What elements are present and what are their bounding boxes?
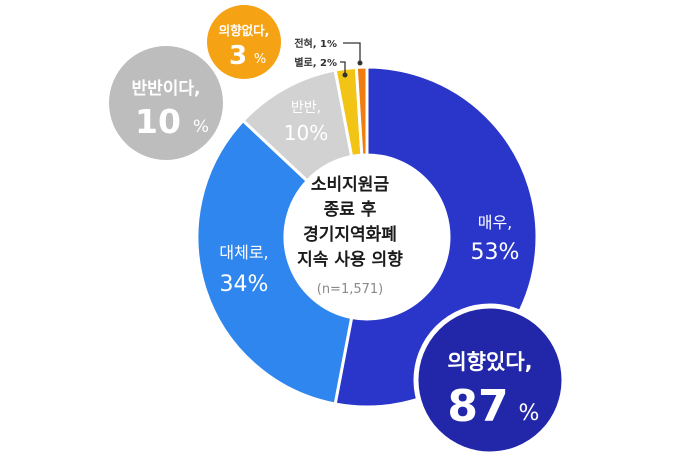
bubble-banban-ida-value: 10 bbox=[135, 102, 181, 141]
center-title-line-4: 지속 사용 의향 bbox=[297, 249, 403, 270]
bubble-uihyang-itda-unit: % bbox=[519, 401, 540, 426]
bubble-banban-ida-circle bbox=[109, 46, 223, 160]
slice-value-banban: 10% bbox=[284, 121, 328, 145]
slice-label-daecheoro: 대체로, bbox=[219, 243, 268, 262]
slice-label-banban: 반반, bbox=[291, 100, 321, 116]
sample-size-label: (n=1,571) bbox=[317, 282, 384, 297]
leader-line-jeonhyeo bbox=[343, 42, 361, 63]
bubble-uihyang-itda-value: 87 bbox=[447, 381, 508, 432]
center-title-line-2: 종료 후 bbox=[324, 199, 377, 220]
bubble-uihyang-itda-circle bbox=[413, 303, 567, 457]
slice-label-maeu: 매우, bbox=[478, 213, 513, 232]
bubble-uihyang-itda: 의향있다, 87 % bbox=[413, 303, 567, 457]
bubble-banban-ida-label: 반반이다, bbox=[131, 79, 200, 99]
bubble-banban-ida: 반반이다, 10 % bbox=[109, 46, 223, 160]
center-title-line-3: 경기지역화폐 bbox=[303, 225, 397, 245]
slice-value-maeu: 53% bbox=[471, 240, 520, 265]
leader-line-byeollo bbox=[340, 61, 346, 75]
slice-value-daecheoro: 34% bbox=[220, 272, 269, 297]
center-title-line-1: 소비지원금 bbox=[311, 175, 390, 195]
leader-dot-byeollo bbox=[342, 72, 348, 78]
bubble-uihyang-eopda-value: 3 bbox=[229, 41, 247, 71]
bubble-uihyang-eopda-unit: % bbox=[254, 52, 266, 67]
bubble-uihyang-eopda-label: 의향없다, bbox=[219, 23, 270, 38]
bubble-uihyang-eopda-circle bbox=[207, 5, 281, 79]
donut-hole bbox=[285, 155, 449, 319]
slice-label-jeonhyeo: 전혀, 1% bbox=[294, 37, 337, 50]
small-slice-leaders bbox=[340, 42, 363, 78]
leader-dot-jeonhyeo bbox=[357, 60, 363, 66]
slice-label-byeollo: 별로, 2% bbox=[294, 56, 337, 69]
bubble-banban-ida-unit: % bbox=[193, 117, 209, 137]
bubble-uihyang-itda-label: 의향있다, bbox=[447, 350, 532, 374]
bubble-uihyang-eopda: 의향없다, 3 % bbox=[207, 5, 281, 79]
